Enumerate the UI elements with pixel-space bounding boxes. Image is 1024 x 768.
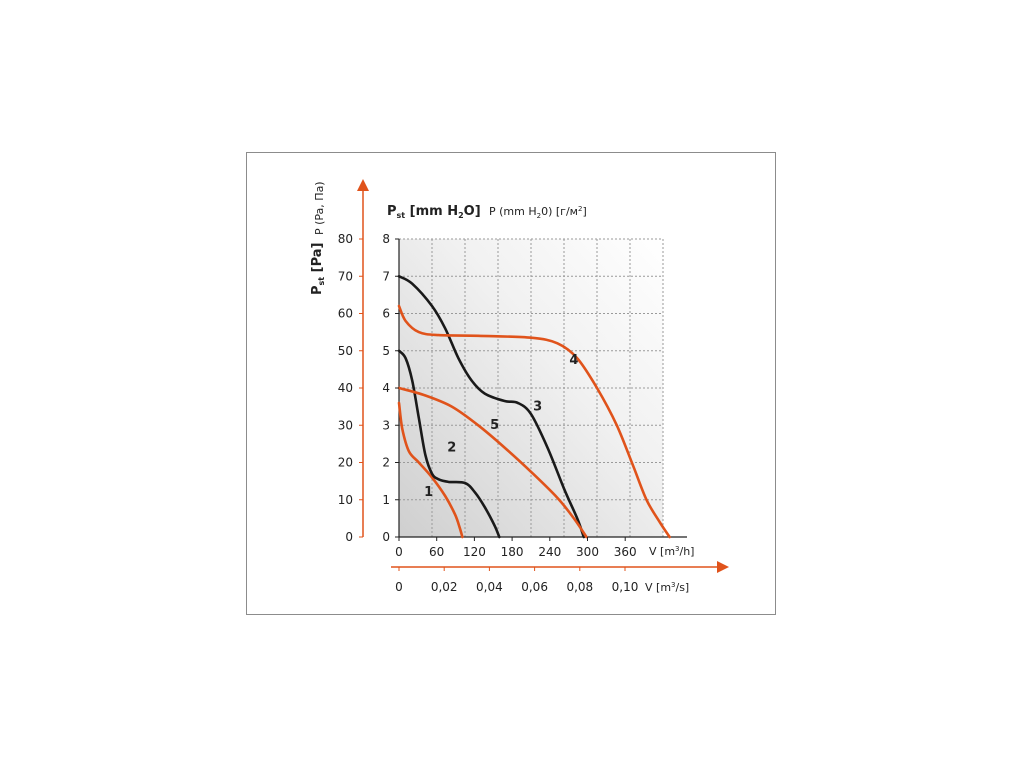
curve-labels: 1 2 3 4 5 bbox=[424, 353, 578, 500]
ylabel-ru: P (Pa, Па) bbox=[313, 181, 326, 235]
x-m3s-tick-label: 0,02 bbox=[431, 580, 458, 594]
x-m3s-tick-label: 0,06 bbox=[521, 580, 548, 594]
x-m3h-tick-label: 300 bbox=[576, 545, 599, 559]
y-mm-tick-label: 5 bbox=[382, 344, 390, 358]
curve-label-2: 2 bbox=[447, 440, 456, 455]
x-m3s-tick-label: 0,10 bbox=[612, 580, 639, 594]
ylabel-pa: Pst [Pa] bbox=[310, 243, 326, 296]
xlabel-m3s: V [m3/s] bbox=[645, 581, 689, 594]
series-line-2 bbox=[397, 349, 501, 539]
curve-label-3: 3 bbox=[533, 399, 542, 414]
y-mm-tick-label: 3 bbox=[382, 418, 390, 432]
y-mm-tick-label: 2 bbox=[382, 456, 390, 470]
x-m3h-tick-label: 240 bbox=[538, 545, 561, 559]
y-pa-tick-label: 70 bbox=[338, 269, 353, 283]
title-left: Pst [mm H2O] bbox=[387, 204, 481, 220]
y-pa-tick-label: 10 bbox=[338, 493, 353, 507]
curve-label-1: 1 bbox=[424, 485, 433, 500]
series-line-1 bbox=[397, 401, 464, 539]
curve-label-4: 4 bbox=[569, 353, 578, 368]
y-pa-tick-label: 80 bbox=[338, 232, 353, 246]
y-mm-tick-label: 1 bbox=[382, 493, 390, 507]
x-m3s-tick-label: 0,08 bbox=[566, 580, 593, 594]
series-line-5 bbox=[397, 386, 588, 539]
y-pa-tick-label: 20 bbox=[338, 456, 353, 470]
x-m3h-tick-label: 360 bbox=[614, 545, 637, 559]
y-pa-tick-label: 60 bbox=[338, 307, 353, 321]
series-layer bbox=[397, 275, 671, 539]
x-m3s-tick-label: 0,04 bbox=[476, 580, 503, 594]
xlabel-m3h: V [m3/h] bbox=[649, 545, 694, 558]
curve-label-5: 5 bbox=[490, 418, 499, 433]
title-right: P (mm H20) [г/м2] bbox=[489, 205, 587, 220]
x-m3s-tick-label: 0 bbox=[395, 580, 403, 594]
y-mm-tick-label: 6 bbox=[382, 307, 390, 321]
axes bbox=[357, 179, 729, 573]
y-axis-arrow-icon bbox=[357, 179, 369, 191]
x-m3h-tick-label: 60 bbox=[429, 545, 444, 559]
x-m3h-tick-label: 0 bbox=[395, 545, 403, 559]
x-m3h-tick-label: 120 bbox=[463, 545, 486, 559]
y-mm-tick-label: 0 bbox=[382, 530, 390, 544]
y-pa-tick-label: 30 bbox=[338, 418, 353, 432]
x-axis-arrow-icon bbox=[717, 561, 729, 573]
y-mm-tick-label: 8 bbox=[382, 232, 390, 246]
y-mm-tick-label: 4 bbox=[382, 381, 390, 395]
y-pa-tick-label: 40 bbox=[338, 381, 353, 395]
series-line-3 bbox=[397, 275, 586, 539]
y-pa-tick-label: 0 bbox=[345, 530, 353, 544]
y-pa-tick-label: 50 bbox=[338, 344, 353, 358]
series-line-4 bbox=[397, 304, 671, 539]
y-mm-tick-label: 7 bbox=[382, 269, 390, 283]
x-m3h-tick-label: 180 bbox=[501, 545, 524, 559]
